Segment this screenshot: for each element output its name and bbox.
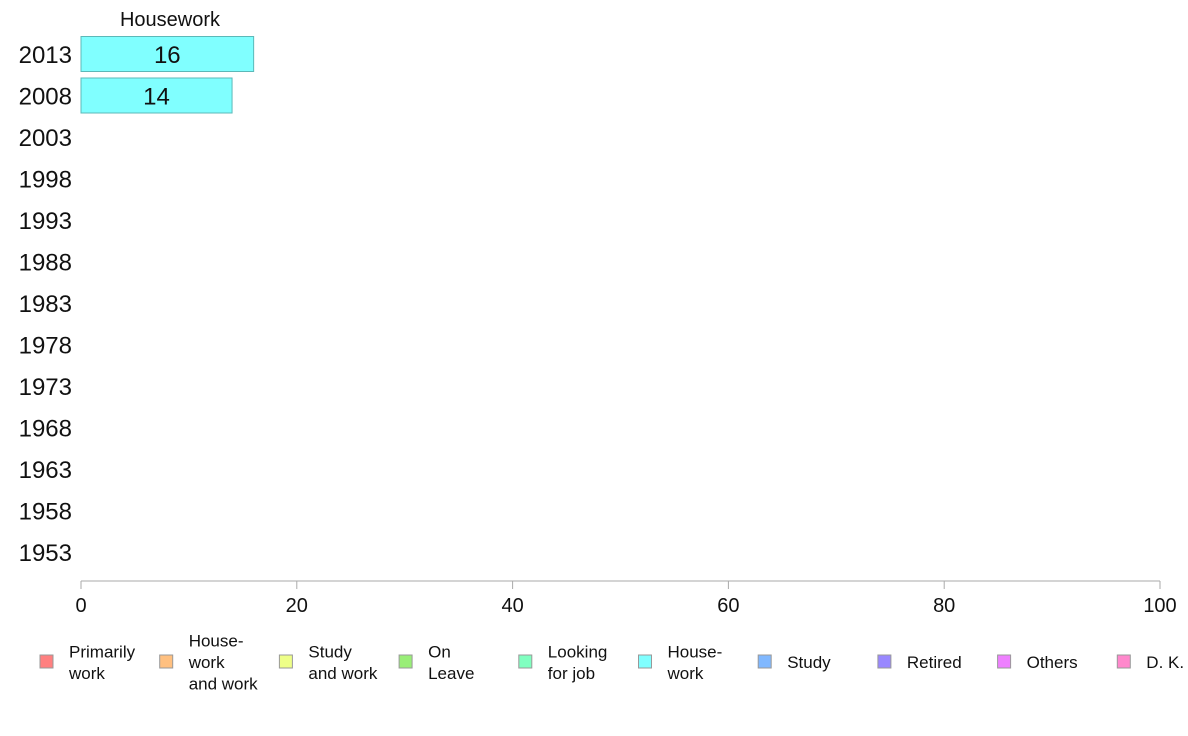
legend-swatch-primarily-work xyxy=(39,654,54,669)
legend-label-study: Study xyxy=(787,653,831,672)
legend-label-primarily-work: Primarily work xyxy=(68,642,136,683)
legend-swatch-retired xyxy=(877,654,892,669)
legend-label-others: Others xyxy=(1027,653,1078,672)
y-tick-label-1968: 1968 xyxy=(19,416,72,443)
y-axis-labels: 2013 2008 2003 1998 1993 1988 1983 1978 1973 1968… xyxy=(19,42,72,567)
legend-swatch-house--work xyxy=(638,654,652,669)
legend-label-d-k: D. K. xyxy=(1146,653,1184,672)
x-axis: 0 20 40 60 80 100 xyxy=(75,580,1177,617)
y-tick-label-2003: 2003 xyxy=(19,125,72,152)
y-tick-label-2008: 2008 xyxy=(19,84,72,111)
y-tick-label-1953: 1953 xyxy=(19,540,72,567)
legend-swatch-others xyxy=(997,654,1012,669)
legend-label-on-leave: On Leave xyxy=(428,642,474,683)
x-tick-label-20: 20 xyxy=(286,595,308,617)
legend-label-study-and-work: Study and work xyxy=(308,642,377,683)
bar-value-label-2008: 14 xyxy=(143,84,170,111)
legend-swatch-study-and-work xyxy=(278,654,293,669)
bar-2008 xyxy=(80,77,233,114)
y-tick-label-1988: 1988 xyxy=(19,250,72,277)
legend-swatch-house--work-and-work xyxy=(159,654,174,669)
legend-swatch-study xyxy=(757,654,772,669)
legend-label-house--work: House-work xyxy=(667,642,723,683)
legend-swatch-d-k xyxy=(1116,654,1131,669)
y-tick-label-1963: 1963 xyxy=(19,457,72,484)
y-tick-label-1958: 1958 xyxy=(19,499,72,526)
bar-2013 xyxy=(80,36,255,72)
x-tick-label-0: 0 xyxy=(75,595,86,617)
y-tick-label-2013: 2013 xyxy=(19,42,72,69)
y-tick-label-1978: 1978 xyxy=(19,333,72,360)
x-tick-label-40: 40 xyxy=(501,595,523,617)
chart-title: Housework xyxy=(120,9,221,31)
legend-label-house--work-and-work: House-work and work xyxy=(188,632,258,694)
y-tick-label-1973: 1973 xyxy=(19,374,72,401)
x-tick-label-60: 60 xyxy=(717,595,739,617)
legend-label-looking-for-job: Looking for job xyxy=(548,642,608,683)
x-tick-label-100: 100 xyxy=(1143,595,1176,617)
y-tick-label-1993: 1993 xyxy=(19,208,72,235)
y-tick-label-1983: 1983 xyxy=(19,291,72,318)
legend-label-retired: Retired xyxy=(907,653,962,672)
x-tick-label-80: 80 xyxy=(933,595,955,617)
legend-swatch-looking-for-job xyxy=(518,654,533,669)
legend: Primarily work House-work and work Study and … xyxy=(39,632,1184,694)
y-tick-label-1998: 1998 xyxy=(19,167,72,194)
bar-value-label-2013: 16 xyxy=(154,42,181,69)
legend-swatch-on-leave xyxy=(398,654,413,669)
